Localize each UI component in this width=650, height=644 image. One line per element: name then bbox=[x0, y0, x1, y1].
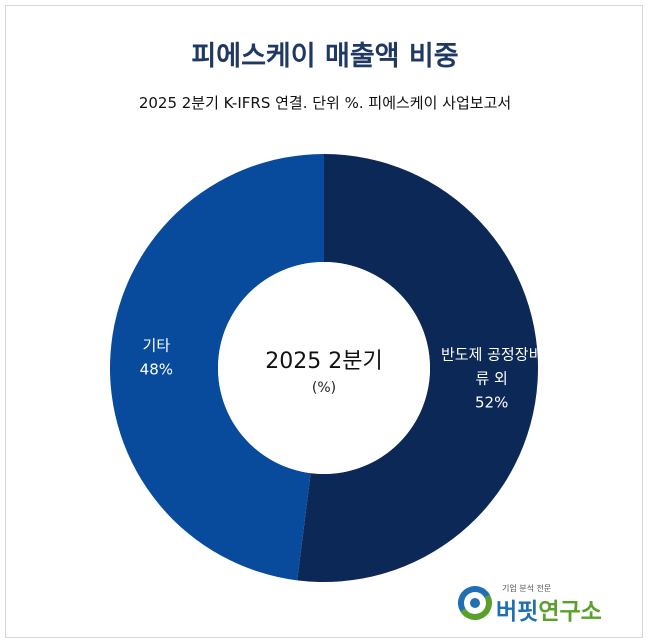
brand-logo-block: 기업 분석 전문 버핏연구소 bbox=[458, 583, 618, 626]
brand-name-part1: 버핏 bbox=[496, 599, 539, 625]
chart-subtitle: 2025 2분기 K-IFRS 연결. 단위 %. 피에스케이 사업보고서 bbox=[138, 94, 512, 112]
slice-other-label: 기타 48% bbox=[140, 336, 173, 378]
brand-name-part2: 연구소 bbox=[538, 599, 602, 625]
slice-category-label: 기타 bbox=[143, 336, 171, 354]
slice-value-label: 48% bbox=[140, 360, 173, 378]
center-title: 2025 2분기 bbox=[265, 349, 382, 374]
slice-other bbox=[109, 154, 324, 581]
slice-value-label: 52% bbox=[475, 394, 508, 412]
chart-title: 피에스케이 매출액 비중 bbox=[191, 41, 459, 72]
slice-equipment bbox=[297, 154, 538, 582]
brand-tagline: 기업 분석 전문 bbox=[502, 584, 552, 593]
brand-name: 버핏연구소 bbox=[496, 592, 602, 626]
slice-category-label: 류 외 bbox=[475, 370, 507, 388]
brand-swirl-icon bbox=[458, 586, 492, 620]
donut-hole bbox=[218, 262, 430, 474]
slice-category-label: 반도제 공정장비 bbox=[441, 346, 542, 364]
center-unit: (%) bbox=[312, 380, 336, 396]
